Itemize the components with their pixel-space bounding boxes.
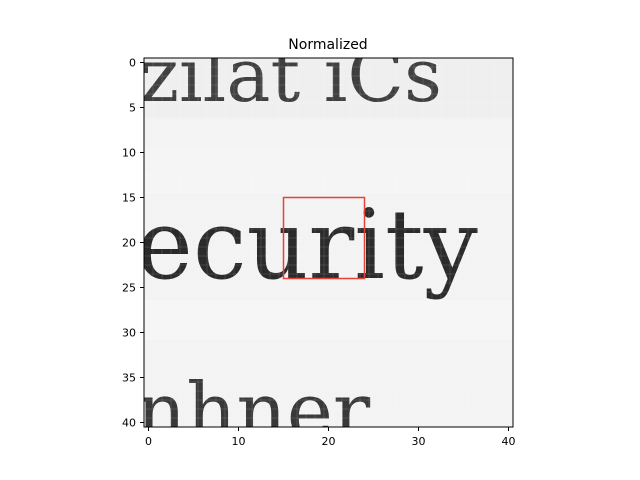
y-tick-label: 0 [129, 57, 136, 70]
y-tick-label: 25 [122, 282, 136, 295]
x-tick-label: 10 [232, 435, 246, 448]
x-tick-label: 20 [322, 435, 336, 448]
bottom-line-snippet: nhner [136, 367, 371, 457]
x-tick-label: 0 [145, 435, 152, 448]
middle-line-snippet: ecurity [136, 189, 478, 301]
y-tick-label: 30 [122, 327, 136, 340]
x-tick-label: 40 [502, 435, 516, 448]
pixel-grid [144, 58, 513, 427]
text-line-middle: ecurity [136, 189, 478, 301]
y-tick-label: 15 [122, 192, 136, 205]
grayscale-text-image: zilat iCs ecurity nhner [136, 33, 513, 457]
image-background [144, 58, 513, 427]
text-line-top: zilat iCs [140, 33, 442, 119]
text-line-bottom: nhner [136, 367, 371, 457]
x-axis: 0 10 20 30 40 [145, 427, 516, 448]
y-tick-label: 10 [122, 147, 136, 160]
highlight-box [282, 196, 366, 280]
y-tick-label: 35 [122, 372, 136, 385]
y-tick-label: 5 [129, 102, 136, 115]
y-axis: 0 5 10 15 20 25 30 35 40 [122, 57, 144, 430]
figure-title: Normalized [288, 37, 367, 53]
x-tick-label: 30 [412, 435, 426, 448]
top-line-snippet: zilat iCs [140, 33, 442, 119]
y-tick-label: 40 [122, 417, 136, 430]
y-tick-label: 20 [122, 237, 136, 250]
paper-noise [144, 58, 513, 340]
